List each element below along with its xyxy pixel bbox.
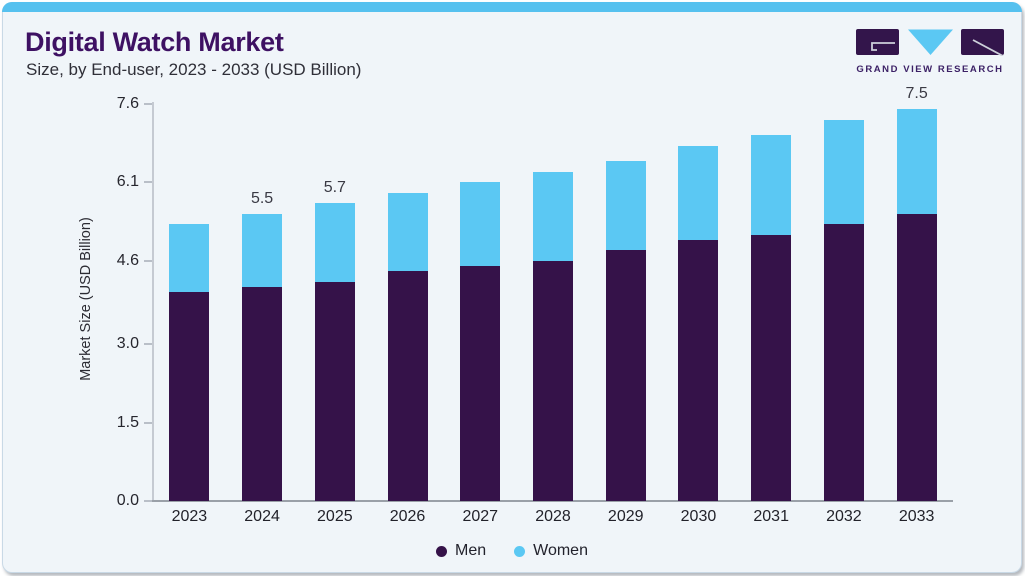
bar-segment-men-2028[interactable] [533,260,573,501]
bar-segment-men-2033[interactable] [896,213,937,501]
bar-segment-men-2030[interactable] [678,239,719,501]
bar-total-label-2033: 7.5 [905,85,928,103]
bar-segment-men-2029[interactable] [605,250,646,501]
x-tick-label-2028: 2028 [535,508,571,525]
stacked-bar-chart: Market Size (USD Billion) 7.6 6.1 4.6 3.0 1.… [3,3,1021,572]
bar-segment-men-2023[interactable] [169,292,210,501]
x-tick-label-2033: 2033 [898,508,935,525]
bar-segment-women-2030[interactable] [678,145,719,240]
bar-segment-women-2029[interactable] [605,161,646,251]
legend-item-men[interactable]: Men [436,542,486,560]
y-tick-mark [144,421,152,424]
x-tick-label-2029: 2029 [607,508,644,525]
bar-segment-men-2032[interactable] [823,224,864,501]
bar-segment-women-2031[interactable] [751,135,792,235]
y-tick-label: 4.6 [116,251,139,269]
bar-segment-women-2033[interactable] [896,109,937,214]
y-tick-label: 0.0 [116,492,139,509]
page-subtitle: Size, by End-user, 2023 - 2033 (USD Bill… [26,60,362,79]
bar-segment-women-2024[interactable] [242,213,283,287]
x-tick-label-2025: 2025 [317,508,353,525]
chart-legend: Men Women [3,542,1021,560]
y-tick-mark [144,103,152,105]
x-axis-line [152,500,953,502]
y-tick-mark [144,181,152,184]
gvr-logo-mark [856,29,1004,57]
x-tick-label-2027: 2027 [462,508,499,525]
bar-segment-men-2031[interactable] [751,234,792,501]
bar-segment-women-2028[interactable] [533,171,573,261]
x-tick-label-2026: 2026 [389,508,426,525]
bar-segment-women-2025[interactable] [314,203,355,282]
legend-label: Women [533,542,588,559]
bar-segment-men-2024[interactable] [242,286,283,501]
bar-total-label-2024: 5.5 [250,189,274,207]
grand-view-research-logo: GRAND VIEW RESEARCH [856,29,1004,75]
y-axis-line [152,102,154,502]
accent-top-strip [2,2,1022,12]
bar-segment-women-2023[interactable] [169,224,210,293]
y-tick-mark [144,259,152,262]
bar-total-label-2025: 5.7 [323,179,346,197]
x-tick-label-2031: 2031 [753,508,789,525]
x-tick-label-2024: 2024 [244,508,280,525]
y-tick-label: 1.5 [116,413,139,431]
legend-swatch-men [436,545,448,557]
y-tick-mark [144,343,152,346]
legend-label: Men [455,542,487,559]
y-tick-label: 3.0 [116,335,139,353]
y-tick-mark [144,500,152,502]
gvr-logo-text: GRAND VIEW RESEARCH [856,64,1004,75]
x-tick-label-2032: 2032 [826,508,862,525]
y-axis-title: Market Size (USD Billion) [78,217,94,381]
bar-segment-men-2027[interactable] [460,265,501,501]
bar-segment-men-2025[interactable] [314,281,355,501]
bar-segment-men-2026[interactable] [387,271,428,501]
bar-segment-women-2027[interactable] [460,182,501,266]
y-tick-label: 7.6 [116,95,139,112]
legend-swatch-women [514,545,526,557]
y-tick-label: 6.1 [116,173,139,191]
x-tick-label-2030: 2030 [680,508,717,525]
bar-segment-women-2026[interactable] [387,192,428,272]
x-tick-label-2023: 2023 [171,508,208,525]
bar-segment-women-2032[interactable] [823,119,864,225]
legend-item-women[interactable]: Women [514,542,588,560]
page-title: Digital Watch Market [25,27,284,57]
